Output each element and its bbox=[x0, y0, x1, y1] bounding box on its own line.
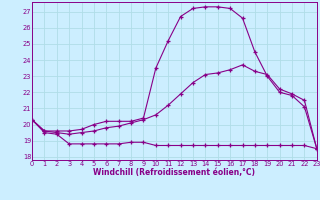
X-axis label: Windchill (Refroidissement éolien,°C): Windchill (Refroidissement éolien,°C) bbox=[93, 168, 255, 177]
